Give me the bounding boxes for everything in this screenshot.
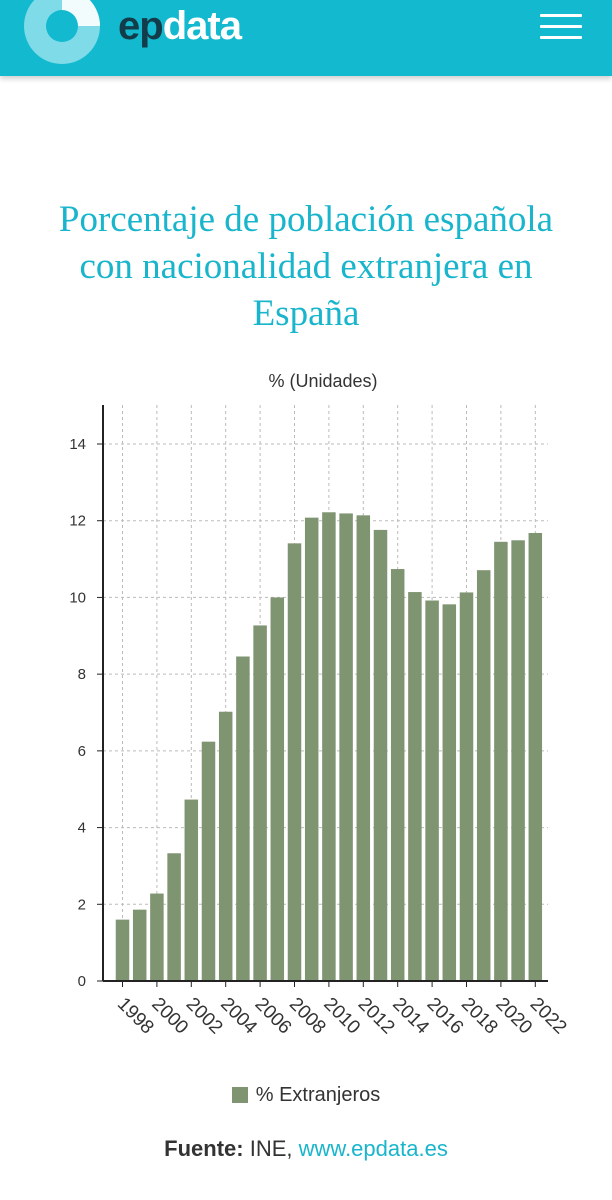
- x-tick-label-2000: 2000: [147, 994, 192, 1039]
- x-tick-label-2010: 2010: [319, 994, 364, 1039]
- bar-2021: [511, 540, 525, 981]
- bar-2018: [459, 592, 474, 981]
- y-tick-label: 4: [78, 820, 86, 837]
- bar-2008: [287, 543, 302, 981]
- bar-1999: [132, 909, 147, 981]
- bar-2019: [476, 570, 491, 981]
- brand-ep: ep: [118, 4, 164, 48]
- bar-2022: [528, 532, 543, 981]
- x-tick-label-2020: 2020: [491, 994, 536, 1039]
- x-tick-label-2022: 2022: [526, 994, 571, 1039]
- legend-swatch: [231, 1087, 248, 1103]
- chart-legend: % Extranjeros: [0, 1084, 612, 1107]
- y-tick-label: 10: [69, 589, 86, 606]
- x-tick-label-2014: 2014: [388, 994, 433, 1039]
- bar-2002: [184, 799, 199, 981]
- y-tick-label: 2: [78, 896, 86, 913]
- x-tick-label-2004: 2004: [216, 994, 261, 1039]
- source-link[interactable]: www.epdata.es: [298, 1136, 448, 1161]
- hamburger-menu-icon[interactable]: [540, 14, 582, 44]
- x-tick-label-2008: 2008: [285, 994, 330, 1039]
- brand-logo-text[interactable]: epdata: [118, 4, 242, 48]
- source-label: Fuente:: [164, 1136, 244, 1161]
- y-tick-label: 14: [69, 436, 86, 453]
- epdata-logo-icon[interactable]: [22, 0, 102, 66]
- x-tick-label-2002: 2002: [182, 994, 227, 1039]
- brand-data: data: [162, 4, 242, 48]
- x-tick-label-2018: 2018: [457, 994, 502, 1039]
- chart-title: Porcentaje de población española con nac…: [58, 199, 554, 334]
- bar-2014: [390, 569, 405, 981]
- bar-2012: [356, 515, 371, 981]
- bar-2007: [270, 597, 285, 981]
- bar-2020: [494, 541, 508, 981]
- y-tick-label: 8: [78, 666, 86, 683]
- x-tick-label-1998: 1998: [113, 994, 158, 1039]
- y-tick-label: 0: [78, 973, 86, 990]
- bar-2013: [373, 529, 388, 981]
- bar-1998: [115, 919, 130, 981]
- y-tick-label: 6: [78, 743, 86, 760]
- bar-2017: [442, 604, 457, 981]
- bar-2010: [322, 512, 336, 981]
- x-tick-label-2016: 2016: [423, 994, 468, 1039]
- bar-2004: [218, 711, 233, 981]
- bar-2001: [167, 853, 181, 981]
- bar-2005: [236, 656, 250, 981]
- bar-chart: % (Unidades)0246810121419982000200220042…: [69, 371, 571, 1039]
- bar-2003: [201, 741, 216, 981]
- x-tick-label-2012: 2012: [354, 994, 399, 1039]
- bar-2015: [408, 592, 422, 981]
- source-text: INE,: [243, 1136, 299, 1161]
- x-tick-label-2006: 2006: [251, 994, 296, 1039]
- bar-2011: [339, 513, 353, 981]
- bar-2016: [425, 600, 439, 981]
- bar-2009: [304, 517, 319, 981]
- source-footer: Fuente: INE, www.epdata.es: [0, 1136, 612, 1162]
- y-axis-label: % (Unidades): [268, 371, 377, 391]
- app-header: epdata: [0, 0, 612, 76]
- bar-2000: [150, 893, 164, 981]
- legend-label: % Extranjeros: [255, 1084, 381, 1106]
- y-tick-label: 12: [69, 513, 86, 530]
- bar-2006: [253, 625, 267, 981]
